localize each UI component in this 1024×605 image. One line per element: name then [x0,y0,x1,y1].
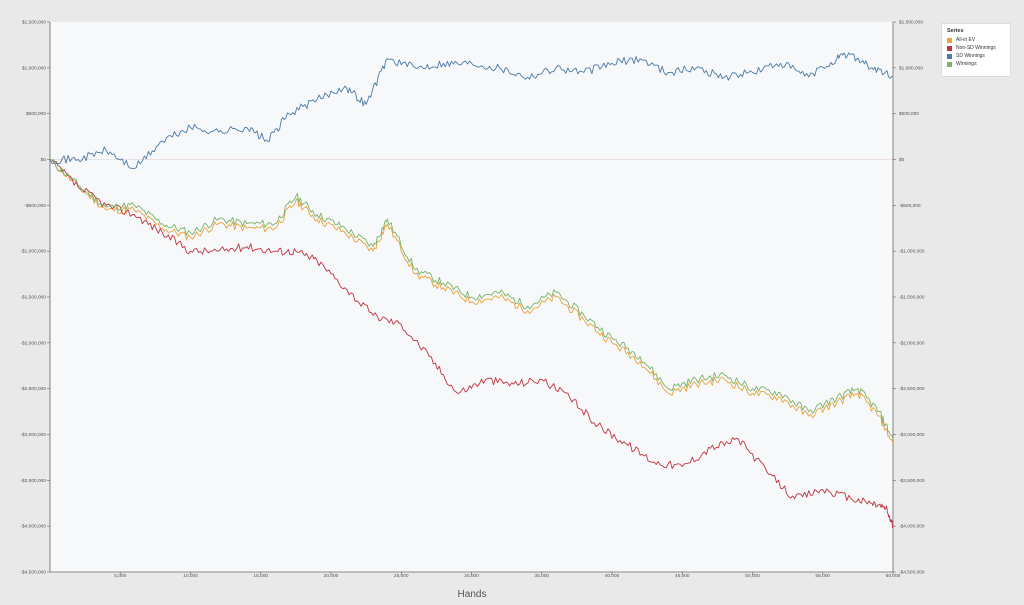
legend-swatch [947,37,952,43]
legend-title: Series [947,28,964,34]
y-tick-label-left: -$1,500,000 [20,295,46,301]
y-tick-label-left: -$4,500,000 [20,570,46,576]
y-tick-label-left: -$3,000,000 [20,432,46,438]
y-tick-label-right: $1,500,000 [899,20,923,26]
series-line-sd-winnings [49,52,894,170]
legend: Series All-in EV Non-SD Winnings SD Winn… [941,23,1011,77]
y-tick-label-right: -$2,500,000 [899,386,925,392]
y-tick-label-right: -$500,000 [899,203,921,209]
x-tick-label: 10,000 [183,573,198,579]
legend-swatch [947,45,952,51]
legend-label: Non-SD Winnings [956,45,996,51]
y-tick-label-right: $1,000,000 [899,65,923,71]
legend-item-non-sd-winnings: Non-SD Winnings [947,44,1005,52]
legend-label: SD Winnings [956,53,985,59]
x-tick-label: 35,000 [534,573,549,579]
x-tick-label: 25,000 [394,573,409,579]
x-tick-label: 60,000 [886,573,901,579]
y-tick-label-right: $500,000 [899,111,919,117]
y-tick-label-left: -$3,500,000 [20,478,46,484]
y-tick-label-right: -$4,500,000 [899,570,925,576]
x-tick-label: 30,000 [464,573,479,579]
y-tick-label-left: -$2,000,000 [20,340,46,346]
y-tick-label-right: -$4,000,000 [899,524,925,530]
x-tick-label: 55,000 [815,573,830,579]
x-tick-label: 20,000 [324,573,339,579]
x-axis-label: Hands [457,589,487,600]
y-tick-label-right: -$1,500,000 [899,295,925,301]
legend-label: Winnings [956,61,977,67]
y-tick-label-left: $1,000,000 [22,65,46,71]
y-tick-label-right: $0 [899,157,905,163]
y-tick-label-left: $0 [41,157,47,163]
legend-item-all-in-ev: All-in EV [947,36,1005,44]
y-tick-label-left: -$500,000 [24,203,46,209]
y-tick-label-right: -$1,000,000 [899,249,925,255]
y-tick-label-left: $500,000 [26,111,46,117]
x-tick-label: 45,000 [675,573,690,579]
x-tick-label: 50,000 [745,573,760,579]
y-tick-label-right: -$3,500,000 [899,478,925,484]
legend-label: All-in EV [956,37,976,43]
y-tick-label-left: -$2,500,000 [20,386,46,392]
legend-swatch [947,53,952,59]
y-tick-label-left: -$4,000,000 [20,524,46,530]
series-line-winnings [49,159,894,440]
x-tick-label: 5,000 [114,573,126,579]
legend-item-sd-winnings: SD Winnings [947,52,1005,60]
legend-item-winnings: Winnings [947,60,1005,68]
y-tick-label-left: $1,500,000 [22,20,46,26]
y-tick-label-left: -$1,000,000 [20,249,46,255]
x-tick-label: 40,000 [605,573,620,579]
x-tick-label: 15,000 [253,573,268,579]
series-line-all-in-ev [49,159,894,444]
y-tick-label-right: -$2,000,000 [899,340,925,346]
series-line-non-sd-winnings [49,159,894,529]
legend-swatch [947,61,952,67]
y-tick-label-right: -$3,000,000 [899,432,925,438]
